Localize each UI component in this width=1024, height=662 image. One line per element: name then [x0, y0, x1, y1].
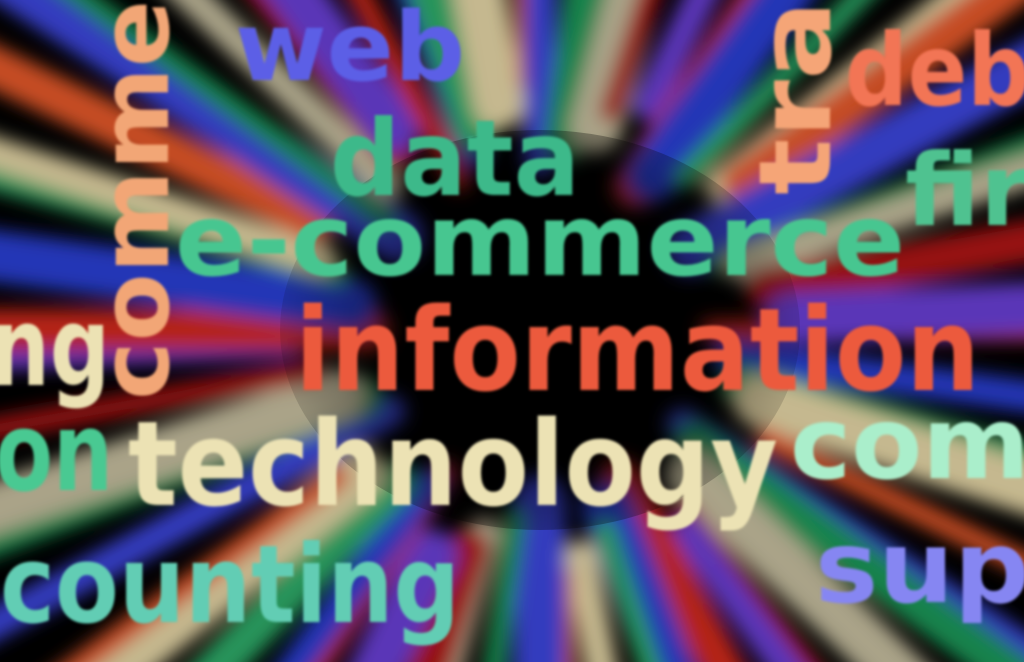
streak	[0, 137, 338, 275]
streak	[625, 0, 812, 203]
streak	[410, 527, 490, 662]
streak	[453, 0, 525, 130]
word: ng	[0, 283, 110, 411]
streak	[171, 0, 405, 201]
word: fir	[905, 132, 1024, 249]
streak	[670, 516, 801, 662]
streak	[0, 0, 425, 263]
streak	[632, 0, 717, 121]
streak	[663, 40, 1024, 276]
word: web	[235, 0, 465, 103]
word: technology	[128, 395, 778, 533]
streak	[580, 481, 693, 662]
word: information	[295, 284, 980, 418]
word: tra	[737, 0, 854, 195]
streak	[593, 518, 660, 662]
streak	[0, 230, 378, 331]
word: sup	[815, 509, 1024, 626]
streak	[410, 0, 497, 152]
streak	[599, 458, 743, 662]
streak	[268, 0, 420, 154]
streak	[193, 460, 416, 662]
streak	[672, 420, 1024, 662]
streak	[569, 0, 659, 154]
word: counting	[0, 523, 460, 648]
streak	[754, 427, 1024, 576]
streak	[600, 0, 659, 123]
center-shadow	[280, 130, 800, 530]
streak	[712, 339, 1024, 412]
streak	[674, 0, 871, 190]
streak	[544, 0, 606, 163]
streak	[723, 155, 1024, 282]
streak	[279, 467, 445, 662]
streak	[0, 360, 325, 440]
streak	[745, 220, 1024, 310]
streak	[0, 368, 367, 533]
streak	[483, 507, 526, 662]
word: deb	[845, 12, 1024, 129]
streak	[732, 375, 1024, 515]
word: data	[330, 98, 580, 220]
streak	[721, 0, 1024, 205]
word: comme	[81, 0, 191, 400]
streak	[565, 540, 617, 662]
streak	[64, 465, 349, 662]
streak	[81, 447, 387, 662]
streak	[0, 394, 407, 639]
streak	[351, 529, 458, 662]
word: e-commerce	[175, 182, 905, 299]
word: com	[790, 385, 1024, 502]
streak	[763, 282, 1024, 345]
streak	[665, 449, 925, 662]
word: on	[0, 388, 113, 516]
streak	[67, 0, 398, 230]
streak	[0, 46, 336, 243]
streak	[349, 0, 471, 192]
words: webdatae-commerceinformationtechnologyco…	[0, 0, 1024, 648]
